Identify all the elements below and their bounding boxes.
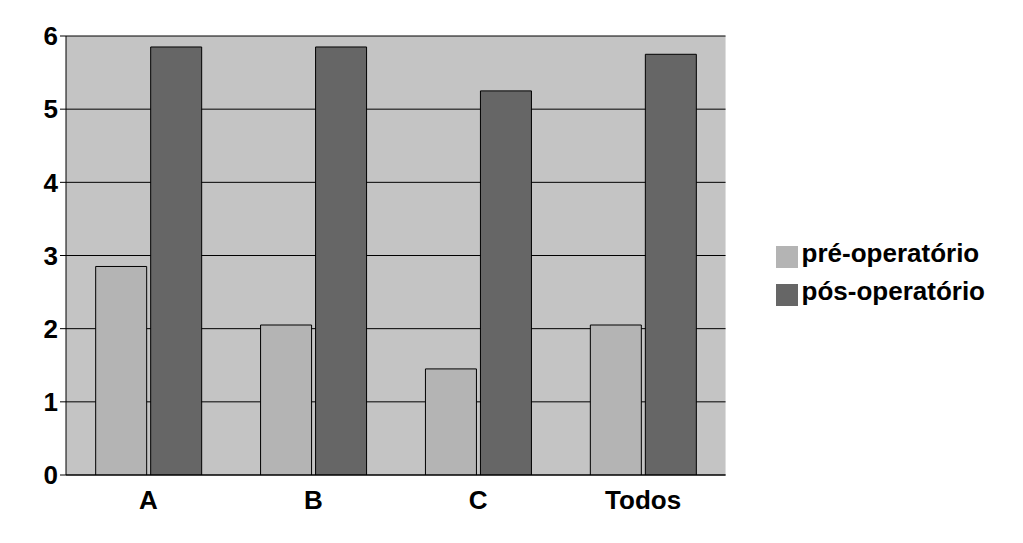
html-text:pré-operatório: pré-operatório [801,237,980,268]
svg-text:C: C [469,485,488,515]
svg-text:2: 2 [44,314,58,344]
svg-text:0: 0 [44,460,58,490]
svg-text:4: 4 [44,168,59,198]
svg-text:5: 5 [44,94,58,124]
svg-text:A: A [139,485,158,515]
html-text:pós-operatório: pós-operatório [801,275,985,306]
svg-text:3: 3 [44,241,58,271]
svg-text:6: 6 [44,21,58,51]
svg-text:1: 1 [44,387,58,417]
svg-text:B: B [304,485,323,515]
svg-text:Todos: Todos [605,485,681,515]
